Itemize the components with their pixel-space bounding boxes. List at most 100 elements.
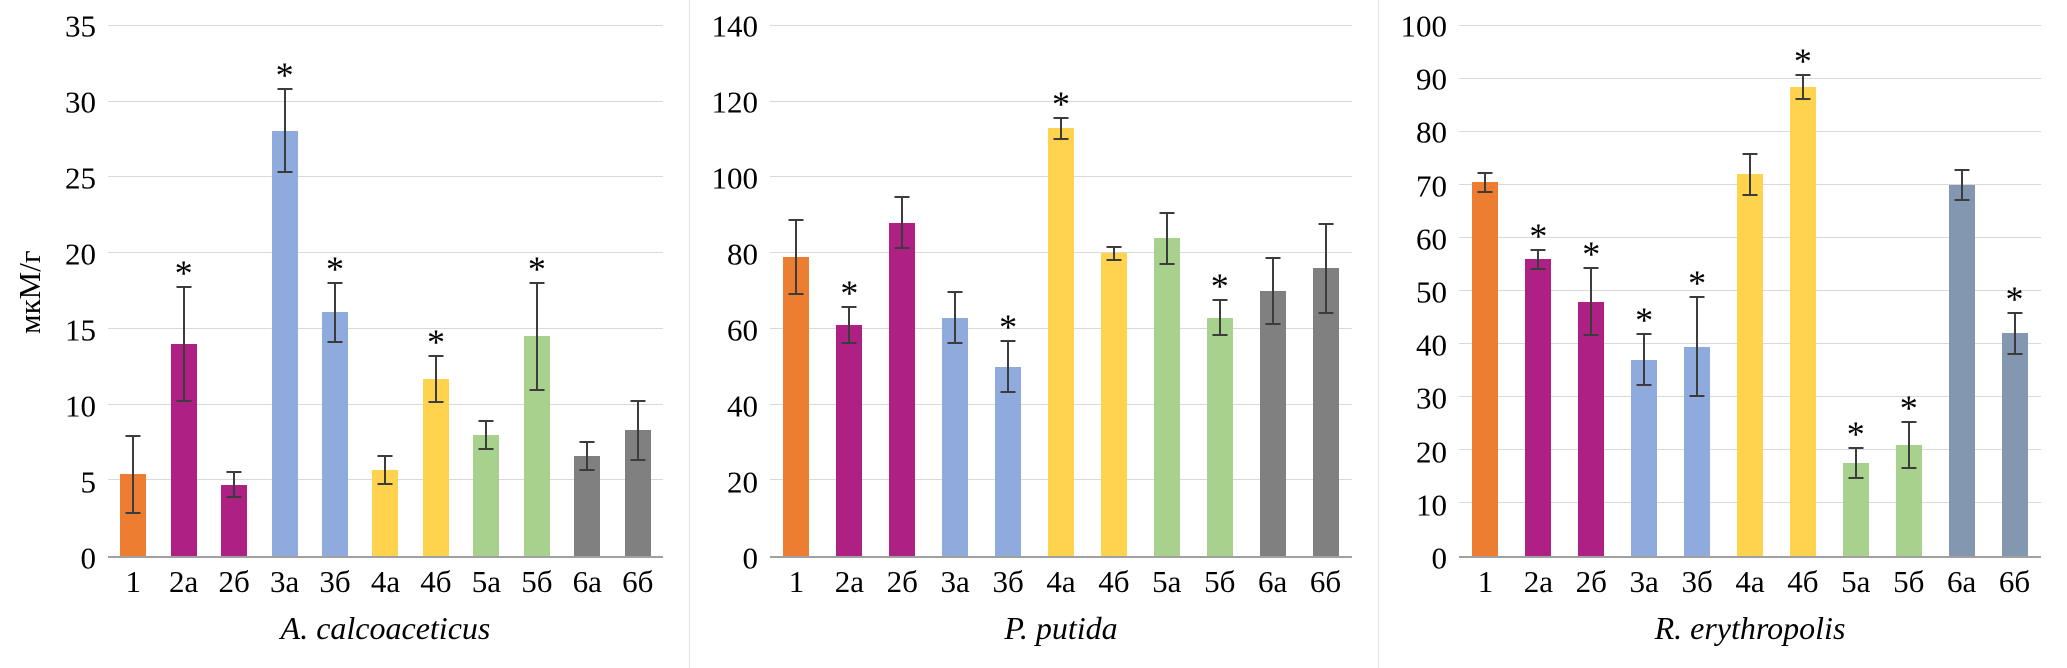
bar — [1312, 268, 1339, 556]
bar — [1259, 291, 1286, 556]
error-bar — [1007, 340, 1010, 394]
x-tick-label: 4б — [420, 564, 452, 599]
x-tick-label: 6б — [1309, 564, 1342, 599]
error-bar — [795, 219, 798, 295]
x-tick-label: 6б — [622, 564, 654, 599]
bar — [322, 312, 349, 556]
error-bar — [1590, 267, 1593, 337]
y-tick-label: 5 — [80, 464, 97, 500]
x-tick-label: 6а — [572, 564, 602, 599]
error-bar — [384, 454, 387, 485]
gridline — [108, 252, 663, 254]
x-tick-label: 3а — [269, 564, 300, 599]
bars-container: * * * * * — [108, 26, 663, 556]
bar — [1578, 301, 1605, 556]
chart-panel-p-putida: 0 20 40 60 80 100 120 140 * * * * 1 2а 2б 3а 3б 4а 4б 5а 5… — [689, 0, 1378, 668]
error-bar — [535, 281, 538, 391]
bar-slot — [461, 26, 511, 556]
bar — [422, 378, 449, 556]
significance-marker: * — [275, 55, 294, 96]
bar — [1153, 238, 1180, 556]
gridline — [108, 403, 663, 405]
y-tick-label: 15 — [65, 312, 96, 348]
chart-panel-a-calcoaceticus: мкМ/г 0 5 10 15 20 25 30 35 * * * * * 1 2а 2б 3а 3б 4а 4б… — [0, 0, 689, 668]
x-tick-label: 2а — [1523, 564, 1553, 599]
significance-marker: * — [1210, 265, 1229, 306]
bar-slot: * — [1193, 26, 1246, 556]
gridline — [108, 25, 663, 26]
bar — [889, 222, 916, 556]
y-axis: 0 5 10 15 20 25 30 35 — [0, 11, 108, 574]
bar — [1472, 182, 1499, 556]
bar — [473, 434, 500, 556]
bar-slot: * — [411, 26, 461, 556]
x-axis-labels: 1 2а 2б 3а 3б 4а 4б 5а 5б 6а 6б — [1459, 558, 2041, 606]
bar — [574, 456, 601, 556]
y-tick-label: 60 — [727, 312, 758, 348]
x-axis-labels: 1 2а 2б 3а 3б 4а 4б 5а 5б 6а 6б — [770, 558, 1352, 606]
plot-area: * * * * — [770, 25, 1352, 558]
y-tick-label: 30 — [65, 84, 96, 120]
error-bar — [1907, 420, 1910, 469]
bar-slot: * — [1882, 26, 1935, 556]
x-tick-label: 5а — [1152, 564, 1182, 599]
error-bar — [334, 281, 337, 343]
error-bar — [1271, 256, 1274, 326]
error-bar — [1748, 153, 1751, 196]
significance-marker: * — [999, 307, 1018, 348]
bar-slot: * — [512, 26, 562, 556]
significance-marker: * — [1793, 40, 1812, 81]
bar — [1100, 253, 1127, 556]
bar-slot: * — [982, 26, 1035, 556]
y-tick-label: 50 — [1416, 274, 1447, 310]
significance-marker: * — [1582, 234, 1601, 275]
significance-marker: * — [426, 321, 445, 362]
y-tick-label: 40 — [727, 388, 758, 424]
gridline — [108, 327, 663, 329]
y-tick-label: 80 — [727, 236, 758, 272]
error-bar — [1960, 169, 1963, 201]
gridline — [1459, 78, 2041, 79]
error-bar — [182, 286, 185, 402]
x-tick-label: 4б — [1098, 564, 1130, 599]
bar — [942, 317, 969, 556]
y-tick-label: 10 — [65, 388, 96, 424]
bar-slot — [1140, 26, 1193, 556]
error-bar — [132, 434, 135, 514]
x-tick-label: 5а — [471, 564, 502, 599]
error-bar — [485, 419, 488, 450]
bar-slot — [770, 26, 823, 556]
y-tick-label: 120 — [711, 84, 759, 120]
bar-slot: * — [1776, 26, 1829, 556]
bar-slot: * — [1565, 26, 1618, 556]
y-tick-label: 100 — [1400, 8, 1448, 44]
bar — [1789, 86, 1816, 556]
bar-slot — [1087, 26, 1140, 556]
error-bar — [1696, 296, 1699, 397]
plot-area: * * * * * — [108, 25, 663, 558]
bar-slot — [876, 26, 929, 556]
y-tick-label: 20 — [1416, 434, 1447, 470]
x-tick-label: 1 — [1477, 564, 1494, 599]
bar — [1736, 174, 1763, 556]
error-bar — [1059, 116, 1062, 140]
bar-slot — [360, 26, 410, 556]
y-tick-label: 20 — [727, 464, 758, 500]
x-tick-label: 1 — [788, 564, 805, 599]
x-tick-label: 4б — [1787, 564, 1819, 599]
significance-marker: * — [1051, 83, 1070, 124]
bar-slot: * — [1618, 26, 1671, 556]
x-axis-labels: 1 2а 2б 3а 3б 4а 4б 5а 5б 6а 6б — [108, 558, 663, 606]
bar-slot — [108, 26, 158, 556]
bar-slot: * — [1035, 26, 1088, 556]
y-tick-label: 10 — [1416, 487, 1447, 523]
y-tick-label: 20 — [65, 236, 96, 272]
error-bar — [233, 471, 236, 499]
x-tick-label: 3б — [992, 564, 1024, 599]
bar-slot: * — [158, 26, 208, 556]
error-bar — [1643, 333, 1646, 387]
error-bar — [2013, 312, 2016, 355]
chart-title: P. putida — [1004, 610, 1118, 646]
bar — [271, 130, 298, 556]
bar-slot — [1935, 26, 1988, 556]
